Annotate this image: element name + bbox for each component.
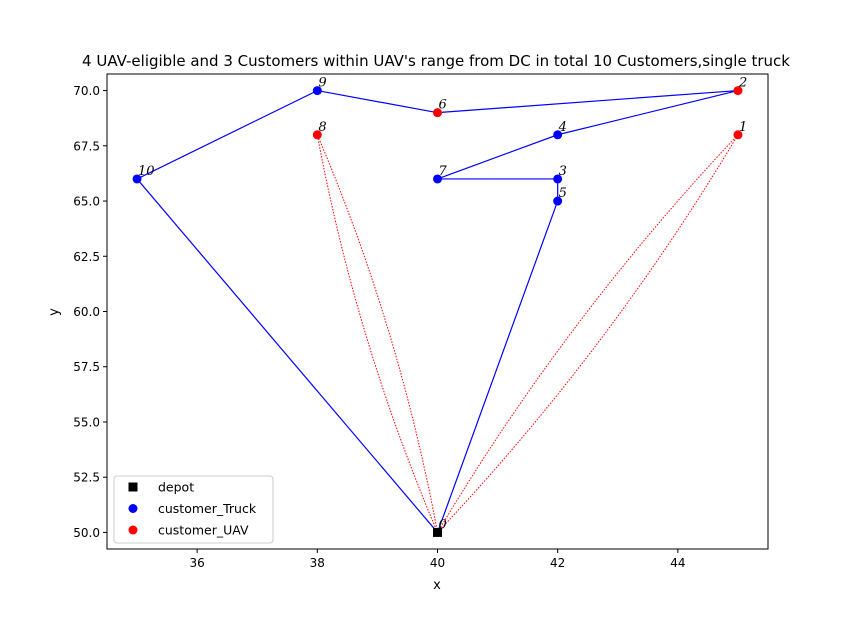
x-tick-label-44: 44	[670, 556, 685, 570]
plot-area: 0 1 2 3 4 5 6 7 8 9 10	[132, 76, 747, 537]
y-tick-label-70: 70.0	[73, 84, 100, 98]
node-label-9: 9	[318, 76, 326, 91]
truck-route-line	[136, 89, 739, 533]
legend-label-depot: depot	[158, 480, 194, 495]
y-tick-label-65: 65.0	[73, 195, 100, 209]
y-tick-label-57.5: 57.5	[73, 360, 100, 374]
point-customer_UAV-6	[433, 108, 442, 118]
point-depot-0	[433, 527, 442, 537]
legend: depot customer_Truck customer_UAV	[113, 475, 274, 544]
node-label-1: 1	[739, 120, 747, 135]
point-customer_Truck-3	[553, 174, 563, 184]
legend-label-customer_UAV: customer_UAV	[158, 523, 249, 538]
point-customer_UAV-2	[733, 86, 743, 96]
legend-box	[113, 475, 274, 544]
uav-route-1-0	[437, 134, 739, 533]
point-customer_Truck-10	[132, 174, 142, 184]
x-tick-label-38: 38	[310, 556, 325, 570]
x-axis-label: x	[433, 578, 441, 593]
point-customer_Truck-9	[312, 86, 322, 96]
y-tick-label-50: 50.0	[73, 526, 100, 540]
y-axis-label: y	[47, 308, 62, 316]
x-tick-label-42: 42	[550, 556, 565, 570]
chart-title: 4 UAV-eligible and 3 Customers within UA…	[82, 52, 790, 70]
legend-marker-customer_Truck	[128, 504, 138, 513]
node-label-6: 6	[439, 98, 447, 113]
point-customer_UAV-1	[733, 130, 743, 140]
node-label-0: 0	[439, 517, 447, 532]
point-customer_Truck-7	[433, 174, 442, 184]
uav-route-0-1	[316, 134, 438, 533]
legend-label-customer_Truck: customer_Truck	[158, 501, 257, 516]
point-customer_Truck-4	[553, 130, 563, 140]
node-label-3: 3	[559, 164, 567, 179]
node-label-10: 10	[138, 164, 155, 179]
y-tick-label-67.5: 67.5	[73, 139, 100, 153]
y-tick-label-52.5: 52.5	[73, 471, 100, 485]
x-tick-label-40: 40	[430, 556, 445, 570]
point-customer_Truck-5	[553, 196, 563, 206]
node-label-5: 5	[559, 186, 567, 201]
node-label-2: 2	[738, 76, 747, 91]
point-customer_UAV-8	[312, 130, 322, 140]
x-tick-label-36: 36	[189, 556, 204, 570]
y-tick-label-62.5: 62.5	[73, 250, 100, 264]
y-tick-label-60: 60.0	[73, 305, 100, 319]
uav-route-1-1	[437, 134, 739, 533]
node-label-4: 4	[558, 120, 567, 135]
node-label-8: 8	[318, 120, 326, 135]
legend-marker-depot	[128, 482, 138, 492]
legend-marker-customer_UAV	[128, 525, 138, 535]
uav-route-0-0	[316, 134, 438, 533]
node-label-7: 7	[439, 164, 448, 179]
axes: 36 38 40 42 4450.052.555.057.560.062.565.067…	[73, 73, 769, 570]
y-tick-label-55: 55.0	[73, 415, 100, 429]
